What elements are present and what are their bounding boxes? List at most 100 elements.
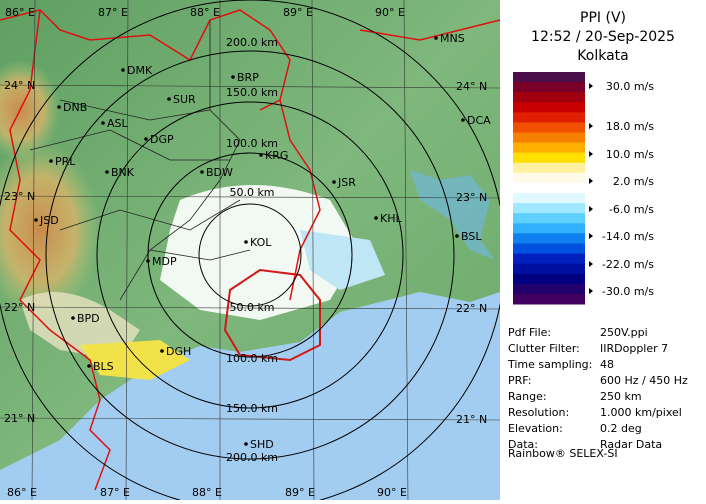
station-label: SHD xyxy=(250,438,274,451)
range-label: 200.0 km xyxy=(226,451,278,464)
station-label: JSD xyxy=(39,214,59,227)
station-marker xyxy=(259,153,263,157)
range-label: 100.0 km xyxy=(226,137,278,150)
color-swatch xyxy=(513,162,585,174)
station-label: MNS xyxy=(440,32,465,45)
latitude-label: 21° N xyxy=(4,412,35,425)
legend-label: -14.0 m/s xyxy=(602,230,654,243)
station-label: SUR xyxy=(173,93,196,106)
info-value: 250 km xyxy=(600,390,642,403)
latitude-label: 23° N xyxy=(4,190,35,203)
longitude-label: 89° E xyxy=(283,6,313,19)
color-swatch xyxy=(513,253,585,265)
meridian xyxy=(31,0,409,501)
info-key: Clutter Filter: xyxy=(508,342,580,355)
coastline xyxy=(223,268,321,362)
latitude-label: 23° N xyxy=(456,191,487,204)
color-swatch xyxy=(513,213,585,224)
color-swatch xyxy=(513,72,585,83)
station-label: DNB xyxy=(63,101,87,114)
title: PPI (V) xyxy=(580,10,626,26)
graticule xyxy=(0,0,501,501)
station-marker xyxy=(146,259,150,263)
longitude-label: 86° E xyxy=(5,6,35,19)
site: Kolkata xyxy=(577,48,628,64)
station-label: DGP xyxy=(150,133,174,146)
range-label: 100.0 km xyxy=(226,352,278,365)
station-label: ASL xyxy=(107,117,129,130)
range-ring xyxy=(96,101,404,409)
station-label: KRG xyxy=(265,149,288,162)
info-key: Range: xyxy=(508,390,547,403)
station-label: BRP xyxy=(237,71,259,84)
latitude-label: 21° N xyxy=(456,413,487,426)
color-swatch xyxy=(513,203,585,214)
color-swatch xyxy=(513,223,585,234)
info-key: Resolution: xyxy=(508,406,569,419)
echo xyxy=(300,230,385,290)
color-swatch xyxy=(513,172,585,184)
longitude-label: 87° E xyxy=(98,6,128,19)
legend-tick xyxy=(589,123,593,129)
station-marker xyxy=(244,442,248,446)
color-swatch xyxy=(513,273,585,285)
station-marker xyxy=(167,97,171,101)
water xyxy=(410,170,495,260)
station-marker xyxy=(231,75,235,79)
station-marker xyxy=(87,364,91,368)
color-swatch xyxy=(513,142,585,154)
longitude-label: 89° E xyxy=(285,486,315,499)
legend-label: 18.0 m/s xyxy=(606,120,654,133)
station-marker xyxy=(374,216,378,220)
map-labels: 86° E 86° E 87° E 87° E 88° E 88° E 89° E 89° E… xyxy=(4,6,491,499)
terrain xyxy=(0,140,100,320)
station-label: BPD xyxy=(77,312,100,325)
info-key: Time sampling: xyxy=(507,358,592,371)
station-label: BDW xyxy=(206,166,233,179)
color-swatch xyxy=(513,92,585,103)
info-key: PRF: xyxy=(508,374,531,387)
legend-tick xyxy=(589,83,593,89)
color-swatch xyxy=(513,293,585,305)
range-label: 150.0 km xyxy=(226,86,278,99)
station-label: DMK xyxy=(127,64,153,77)
info-key: Data: xyxy=(508,438,538,451)
range-ring xyxy=(198,203,302,307)
color-swatch xyxy=(513,152,585,164)
footer: Rainbow® SELEX-SI xyxy=(508,447,618,460)
station-marker xyxy=(200,170,204,174)
station-marker xyxy=(332,180,336,184)
color-swatch xyxy=(513,132,585,144)
info-value: 250V.ppi xyxy=(600,326,648,339)
station-label: BNK xyxy=(111,166,135,179)
info-key: Pdf File: xyxy=(508,326,551,339)
longitude-label: 90° E xyxy=(377,486,407,499)
legend-tick xyxy=(589,206,593,212)
station-marker xyxy=(57,105,61,109)
longitude-label: 87° E xyxy=(100,486,130,499)
station-marker xyxy=(34,218,38,222)
panel: PPI (V) 12:52 / 20-Sep-2025 Kolkata 30.0… xyxy=(507,10,688,460)
station-label: DGH xyxy=(166,345,191,358)
station-marker xyxy=(105,170,109,174)
legend-label: -22.0 m/s xyxy=(602,258,654,271)
color-swatch xyxy=(513,283,585,295)
station-label: PRL xyxy=(55,155,76,168)
range-label: 200.0 km xyxy=(226,36,278,49)
color-swatch xyxy=(513,233,585,244)
range-label: 50.0 km xyxy=(229,186,274,199)
station-marker xyxy=(101,121,105,125)
station-marker xyxy=(144,137,148,141)
color-swatch xyxy=(513,193,585,204)
info-key: Elevation: xyxy=(508,422,563,435)
longitude-label: 90° E xyxy=(375,6,405,19)
latitude-label: 24° N xyxy=(456,80,487,93)
info-value: 48 xyxy=(600,358,614,371)
parallel xyxy=(0,84,501,421)
station-marker xyxy=(461,118,465,122)
legend-label: 10.0 m/s xyxy=(606,148,654,161)
color-swatch xyxy=(513,263,585,275)
legend-tick xyxy=(589,288,593,294)
station-label: KHL xyxy=(380,212,402,225)
echo xyxy=(20,292,140,360)
